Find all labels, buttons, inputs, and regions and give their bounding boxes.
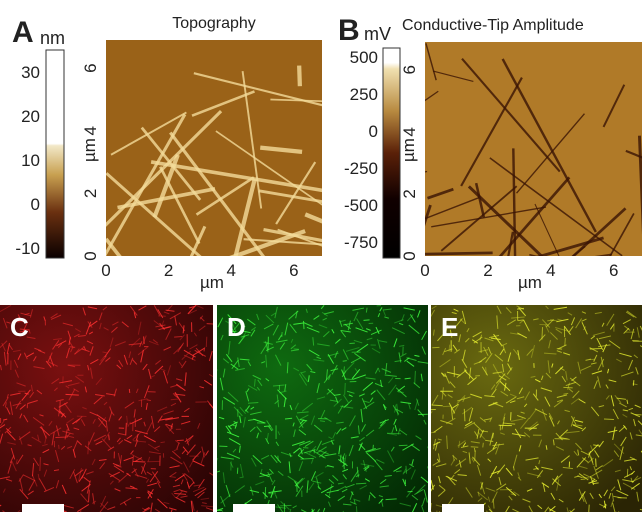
x-tick-label: 6 [289, 261, 298, 280]
x-tick-label: 6 [609, 261, 618, 280]
fibre [40, 457, 41, 471]
x-label: µm [518, 273, 542, 292]
fibre [59, 409, 60, 416]
x-tick-label: 2 [483, 261, 492, 280]
figure: A nm Topography B mV Conductive-Tip Ampl… [0, 0, 642, 512]
fibre [354, 500, 355, 504]
colorbar-tick-label: -500 [344, 196, 378, 215]
fibre [449, 345, 450, 352]
y-tick-label: 0 [81, 251, 100, 260]
colorbar-tick-label: 10 [21, 151, 40, 170]
colorbar-tick-label: 20 [21, 107, 40, 126]
x-tick-label: 4 [546, 261, 555, 280]
fibre [604, 419, 614, 420]
unit: nm [40, 28, 65, 48]
fibre [464, 409, 465, 421]
colorbar-tick-label: 0 [369, 122, 378, 141]
scale-bar [233, 504, 275, 512]
fibre [207, 324, 215, 325]
fibre [248, 403, 258, 404]
fibre [215, 369, 217, 374]
y-tick-label: 4 [81, 126, 100, 135]
panel-title: Topography [172, 15, 256, 32]
x-tick-label: 2 [164, 261, 173, 280]
fibre [345, 383, 346, 395]
colorbar-tick-label: 30 [21, 63, 40, 82]
scale-bar [442, 504, 484, 512]
fibre [633, 380, 634, 386]
panel-label: A [12, 16, 34, 49]
x-label: µm [200, 273, 224, 292]
green-micrograph [217, 305, 428, 512]
colorbar-tick-label: -10 [15, 239, 40, 258]
fibre [340, 455, 341, 461]
fibre [144, 336, 145, 344]
colorbar-tick-label: 0 [31, 195, 40, 214]
fibre [287, 362, 288, 373]
x-tick-label: 0 [420, 261, 429, 280]
colorbar-tick-label: -250 [344, 159, 378, 178]
fibre [240, 477, 244, 478]
y-tick-label: 6 [81, 63, 100, 72]
fibre [171, 399, 179, 400]
fibre [285, 418, 292, 419]
fibre [563, 387, 572, 388]
fibre [596, 458, 597, 466]
topography-image [106, 40, 322, 256]
y-label: µm [399, 138, 418, 162]
fibre [343, 361, 347, 362]
fibre [161, 442, 165, 443]
fibre [109, 435, 110, 441]
y-label: µm [80, 138, 99, 162]
fibre [299, 66, 300, 87]
panel-label: D [227, 312, 246, 342]
y-tick-label: 0 [400, 251, 419, 260]
y-tick-label: 2 [81, 189, 100, 198]
colorbar [383, 48, 400, 258]
panel-label: B [338, 14, 360, 47]
fibre [406, 466, 407, 474]
fibre [483, 443, 484, 448]
unit: mV [364, 24, 391, 44]
fibre [356, 506, 357, 512]
red-micrograph [0, 305, 213, 512]
fibre [265, 487, 266, 499]
y-tick-label: 2 [400, 189, 419, 198]
colorbar [46, 50, 64, 258]
fibre [589, 505, 590, 512]
scale-bar [22, 504, 64, 512]
fibre [565, 338, 566, 346]
x-tick-label: 4 [227, 261, 236, 280]
fibre [366, 308, 367, 313]
fibre [126, 423, 127, 436]
fibre [206, 337, 207, 347]
fibre [356, 483, 366, 484]
panel-title: Conductive-Tip Amplitude [402, 17, 584, 34]
colorbar-tick-label: 500 [350, 48, 378, 67]
colorbar-tick-label: -750 [344, 233, 378, 252]
fibre [66, 394, 79, 395]
panel-label: E [441, 312, 458, 342]
y-tick-label: 4 [400, 127, 419, 136]
fibre [174, 337, 182, 338]
fibre [177, 440, 184, 441]
panel-label: C [10, 312, 29, 342]
fibre [303, 321, 304, 329]
fibre [133, 461, 145, 462]
y-tick-label: 6 [400, 65, 419, 74]
colorbar-tick-label: 250 [350, 85, 378, 104]
x-tick-label: 0 [101, 261, 110, 280]
